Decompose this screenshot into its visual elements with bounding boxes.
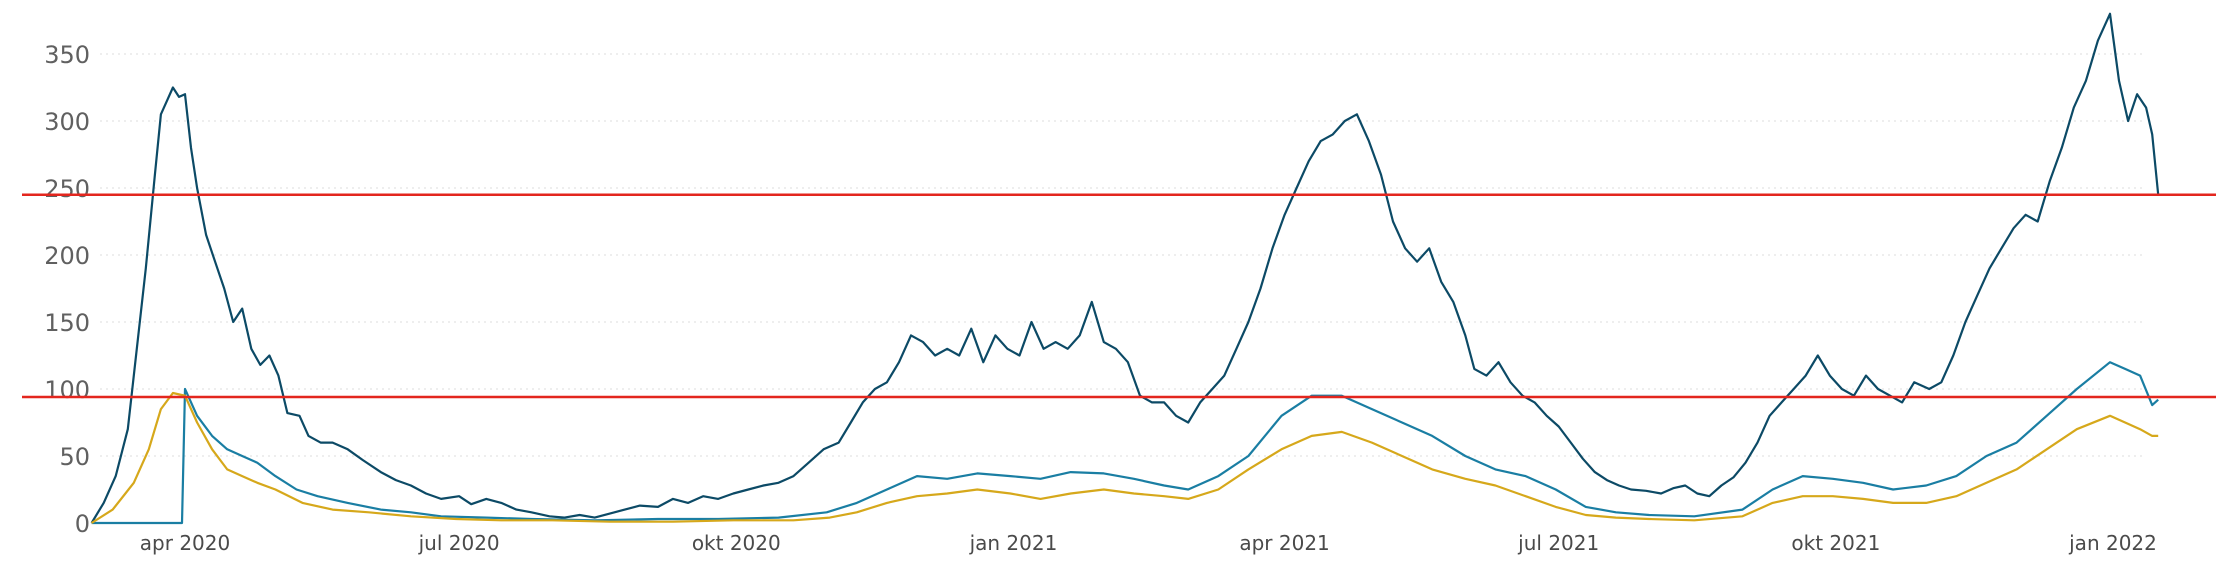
x-tick-label: jul 2020 — [418, 531, 500, 555]
x-tick-label: jul 2021 — [1517, 531, 1599, 555]
y-axis-ticks: 0 50 100 150 200 250 300 350 — [44, 41, 90, 538]
x-tick-label: apr 2020 — [140, 531, 230, 555]
series-lines — [90, 12, 2160, 525]
y-tick-label: 0 — [75, 510, 90, 538]
y-tick-label: 200 — [44, 242, 90, 270]
y-tick-label: 100 — [44, 376, 90, 404]
reference-lines — [22, 193, 2216, 399]
x-tick-label: apr 2021 — [1239, 531, 1329, 555]
gridlines — [100, 53, 2145, 457]
series-line-3 — [91, 391, 2159, 524]
x-tick-label: okt 2020 — [692, 531, 781, 555]
x-tick-label: jan 2021 — [969, 531, 1058, 555]
x-axis-ticks: apr 2020 jul 2020 okt 2020 jan 2021 apr … — [140, 531, 2157, 555]
x-tick-label: okt 2021 — [1791, 531, 1880, 555]
y-tick-label: 300 — [44, 108, 90, 136]
y-tick-label: 250 — [44, 175, 90, 203]
y-tick-label: 150 — [44, 309, 90, 337]
y-tick-label: 350 — [44, 41, 90, 69]
series-line-2 — [91, 361, 2159, 525]
y-tick-label: 50 — [59, 443, 90, 471]
series-line-1 — [90, 12, 2160, 524]
x-tick-label: jan 2022 — [2068, 531, 2157, 555]
